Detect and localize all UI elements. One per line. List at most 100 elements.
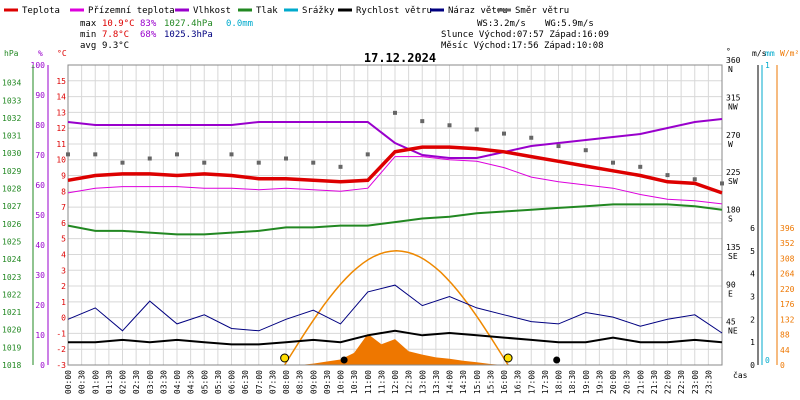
- wind-direction-point: [365, 152, 370, 157]
- solar-tick-label: 264: [780, 270, 795, 279]
- wind-direction-point: [66, 152, 70, 157]
- wind-direction-point: [93, 152, 98, 157]
- x-tick-label: 01:30: [105, 370, 114, 394]
- wind-tick-label: 2: [750, 315, 755, 324]
- legend-label-wspd: Rychlost větru: [356, 6, 432, 16]
- wind-direction-point: [447, 123, 452, 128]
- legend-label-wdir: Směr větru: [515, 6, 569, 16]
- temperature-tick-label: 9: [61, 172, 66, 181]
- wind-direction-point: [474, 127, 479, 132]
- wind-direction-point: [393, 110, 397, 115]
- unit-labels: hPa % °C ° m/s mm W/m² čas: [4, 47, 799, 380]
- stats-max-rain: 0.0mm: [226, 19, 253, 29]
- solar-area: [299, 333, 504, 365]
- x-tick-label: 05:00: [200, 370, 209, 394]
- stats-avg-temp: 9.3°C: [102, 41, 129, 51]
- pressure-tick-label: 1030: [2, 149, 21, 158]
- pressure-tick-label: 1031: [2, 132, 21, 141]
- humidity-tick-label: 20: [35, 301, 45, 310]
- wind-direction-point: [311, 160, 316, 165]
- x-tick-label: 18:00: [555, 370, 564, 394]
- wind-gust-line: [67, 284, 723, 334]
- wind-direction-point: [202, 160, 207, 165]
- wind-direction-point: [420, 119, 425, 124]
- wind-direction-point: [502, 131, 506, 136]
- x-tick-label: 00:00: [64, 370, 73, 394]
- x-tick-label: 11:00: [364, 370, 373, 394]
- x-tick-label: 09:30: [323, 370, 332, 394]
- time-label: čas: [733, 370, 748, 380]
- wind-tick-label: 6: [750, 224, 755, 233]
- pressure-tick-label: 1034: [2, 79, 21, 88]
- direction-compass-label: SW: [728, 177, 738, 186]
- sunset-marker: [503, 353, 513, 363]
- legend-label-dew: Přízemní teplota: [88, 6, 175, 16]
- x-tick-label: 11:30: [377, 370, 386, 394]
- wind-tick-label: 5: [750, 247, 755, 256]
- wind-direction-point: [284, 156, 288, 161]
- temperature-tick-label: 11: [56, 140, 66, 149]
- direction-tick-label: 180: [726, 206, 741, 215]
- legend-label-rain: Srážky: [302, 6, 335, 16]
- x-tick-label: 23:00: [691, 370, 700, 394]
- pressure-tick-label: 1021: [2, 308, 21, 317]
- x-tick-label: 16:00: [500, 370, 509, 394]
- wind-direction-point: [611, 160, 615, 165]
- direction-compass-label: W: [728, 140, 733, 149]
- temperature-tick-label: 15: [56, 77, 66, 86]
- solar-tick-label: 88: [780, 331, 790, 340]
- x-tick-label: 18:30: [568, 370, 577, 394]
- wind-direction-point: [120, 160, 125, 165]
- temperature-line: [67, 145, 723, 195]
- sun-arc: [283, 250, 509, 366]
- pressure-tick-label: 1026: [2, 220, 21, 229]
- pressure-tick-label: 1028: [2, 185, 21, 194]
- moonrise-marker: [553, 356, 561, 364]
- x-tick-label: 16:30: [514, 370, 523, 394]
- humidity-tick-label: 80: [35, 121, 45, 130]
- x-tick-label: 13:30: [432, 370, 441, 394]
- temperature-tick-label: 2: [61, 282, 66, 291]
- degc-unit: °C: [57, 49, 67, 58]
- pressure-tick-label: 1033: [2, 96, 21, 105]
- stats-min-label: min: [80, 30, 96, 40]
- pressure-tick-label: 1027: [2, 202, 21, 211]
- info-moon: Měsíc Východ:17:56 Západ:10:08: [441, 41, 604, 51]
- humidity-tick-label: 50: [35, 211, 45, 220]
- temperature-tick-label: -3: [56, 361, 66, 370]
- direction-compass-label: S: [728, 215, 733, 224]
- x-tick-label: 22:30: [677, 370, 686, 394]
- wm2-unit: W/m²: [780, 49, 799, 58]
- x-tick-label: 00:30: [78, 370, 87, 394]
- plot-area: [66, 110, 724, 366]
- x-tick-label: 14:30: [459, 370, 468, 394]
- wind-direction-point: [338, 164, 343, 169]
- x-tick-label: 22:00: [664, 370, 673, 394]
- wind-direction-point: [638, 164, 643, 169]
- x-tick-label: 06:30: [241, 370, 250, 394]
- direction-compass-label: NW: [728, 102, 738, 111]
- pressure-tick-label: 1023: [2, 273, 21, 282]
- stats-avg-label: avg: [80, 41, 96, 51]
- x-tick-label: 19:00: [582, 370, 591, 394]
- stats-max-press: 1027.4hPa: [164, 19, 213, 29]
- x-tick-label: 06:00: [228, 370, 237, 394]
- solar-tick-label: 176: [780, 300, 795, 309]
- pressure-tick-label: 1022: [2, 290, 21, 299]
- x-tick-label: 20:30: [623, 370, 632, 394]
- temperature-tick-label: 0: [61, 314, 66, 323]
- dew-point-line: [67, 156, 723, 205]
- moonset-marker: [340, 356, 348, 364]
- x-tick-labels: 00:00 00:30 01:00 01:30 02:00 02:30 03:00 03:30…: [64, 370, 713, 394]
- stats-min-hum: 68%: [140, 30, 157, 40]
- wind-direction-point: [529, 135, 534, 140]
- wind-direction-point: [256, 160, 261, 165]
- direction-tick-label: 45: [726, 318, 736, 327]
- x-tick-label: 08:00: [282, 370, 291, 394]
- wind-direction-point: [665, 173, 670, 178]
- wind-tick-label: 0: [750, 361, 755, 370]
- stats-block: max 10.9°C 83% 1027.4hPa 0.0mm min 7.8°C…: [80, 19, 253, 51]
- x-tick-label: 08:30: [296, 370, 305, 394]
- humidity-tick-label: 60: [35, 181, 45, 190]
- direction-tick-label: 315: [726, 93, 741, 102]
